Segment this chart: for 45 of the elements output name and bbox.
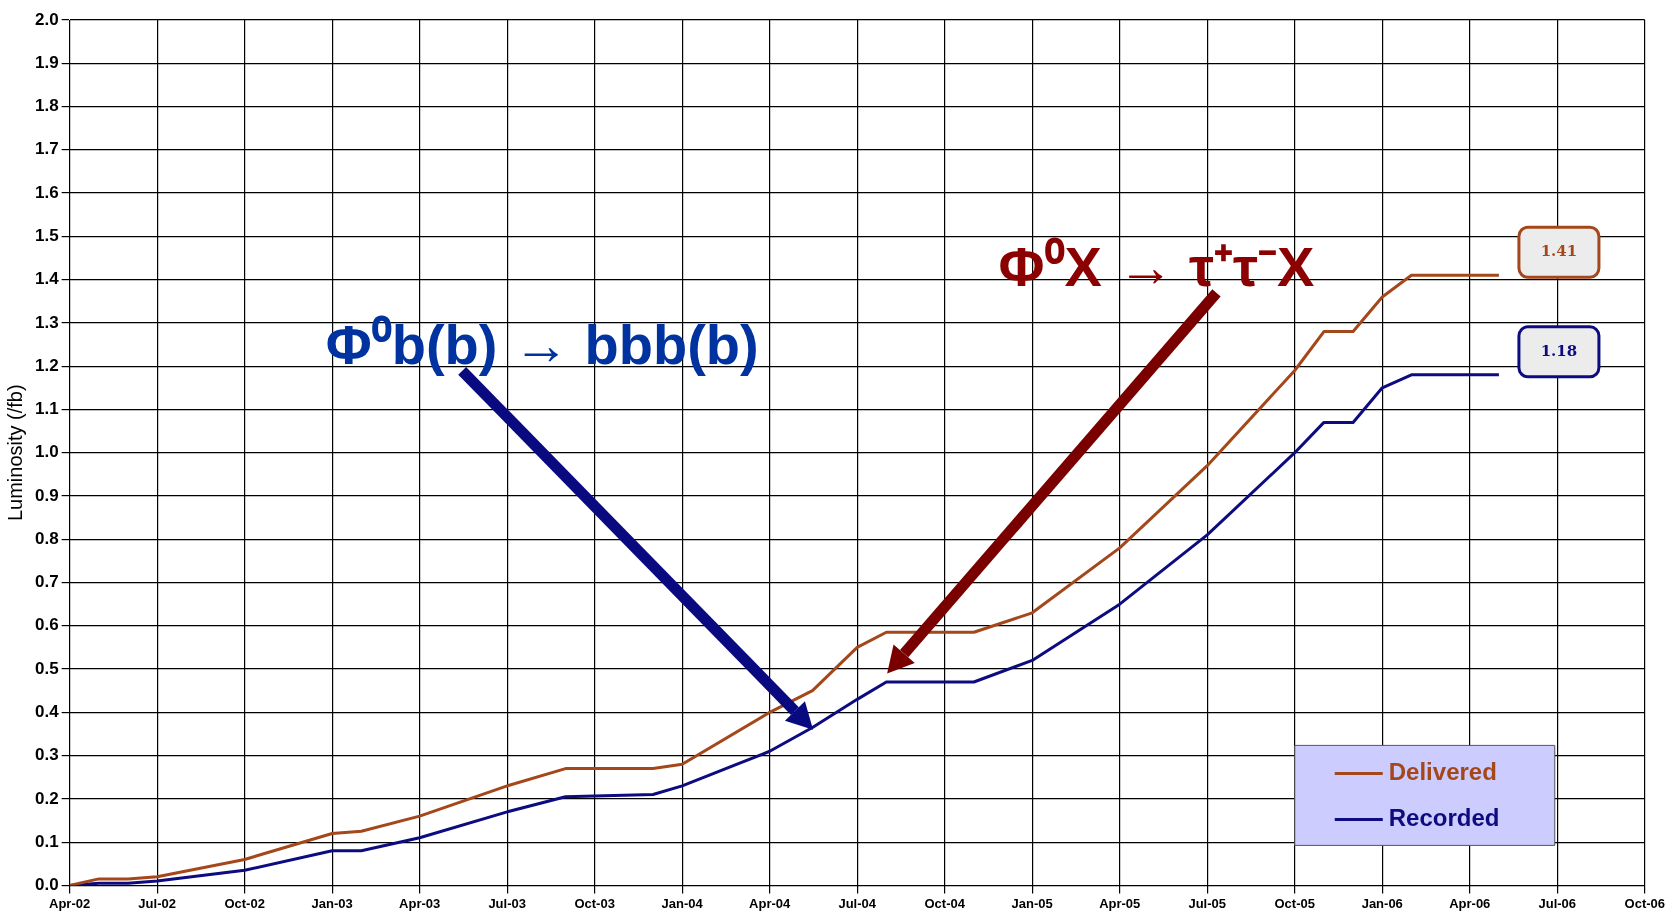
- x-tick-label: Oct-02: [224, 895, 265, 911]
- x-tick-label: Apr-04: [749, 895, 792, 911]
- y-axis-title: Luminosity (/fb): [3, 384, 26, 522]
- legend-label: Delivered: [1388, 758, 1497, 786]
- y-tick-label: 1.2: [34, 355, 59, 375]
- x-tick-label: Oct-04: [924, 895, 966, 911]
- x-tick-label: Oct-06: [1624, 895, 1665, 911]
- y-tick-label: 0.0: [34, 875, 59, 895]
- y-tick-label: 0.8: [34, 528, 59, 548]
- y-tick-label: 1.9: [34, 52, 59, 72]
- x-tick-label: Jan-04: [661, 895, 704, 911]
- x-tick-label: Jul-05: [1188, 895, 1227, 911]
- y-tick-label: 0.2: [34, 788, 59, 808]
- annotation: 1.18: [1540, 341, 1578, 360]
- x-tick-label: Jan-03: [311, 895, 353, 911]
- x-tick-label: Jul-06: [1538, 895, 1577, 911]
- x-tick-label: Jan-05: [1011, 895, 1053, 911]
- x-tick-label: Apr-03: [399, 895, 441, 911]
- y-tick-label: 0.9: [34, 485, 59, 505]
- y-tick-label: 1.6: [34, 182, 59, 202]
- y-tick-label: 1.0: [34, 442, 59, 462]
- x-tick-label: Oct-05: [1274, 895, 1315, 911]
- x-tick-label: Apr-02: [49, 895, 91, 911]
- y-tick-label: 1.8: [34, 96, 59, 116]
- y-tick-label: 1.1: [34, 399, 59, 419]
- y-tick-label: 1.5: [34, 226, 59, 246]
- y-tick-label: 1.7: [34, 139, 59, 159]
- y-tick-label: 0.1: [34, 831, 59, 851]
- y-tick-label: 0.4: [34, 702, 60, 722]
- x-tick-label: Jul-02: [138, 895, 176, 911]
- annotation: 1.41: [1540, 242, 1578, 261]
- x-tick-label: Jan-06: [1361, 895, 1403, 911]
- x-tick-label: Apr-06: [1449, 895, 1491, 911]
- legend-label: Recorded: [1388, 804, 1500, 832]
- x-tick-label: Oct-03: [574, 895, 615, 911]
- y-tick-label: 2.0: [34, 9, 59, 29]
- y-tick-label: 0.5: [34, 658, 59, 678]
- y-tick-label: 0.3: [34, 745, 59, 765]
- x-tick-label: Jul-03: [488, 895, 526, 911]
- x-tick-label: Apr-05: [1099, 895, 1141, 911]
- x-tick-label: Jul-04: [838, 895, 877, 911]
- y-tick-label: 0.6: [34, 615, 59, 635]
- y-tick-label: 1.4: [34, 269, 60, 289]
- y-tick-label: 1.3: [34, 312, 59, 332]
- y-tick-label: 0.7: [34, 572, 59, 592]
